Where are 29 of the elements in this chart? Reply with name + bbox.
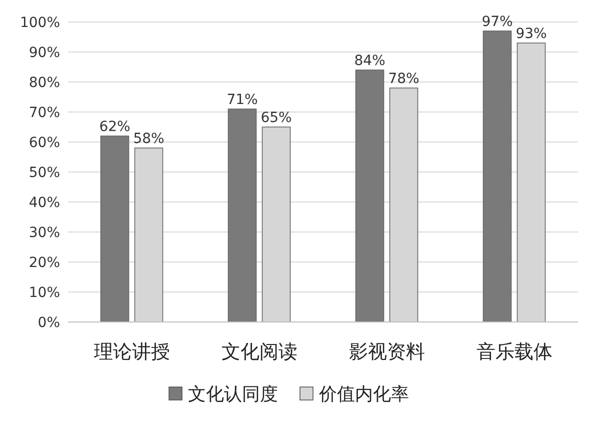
y-tick-label: 0% <box>38 315 60 331</box>
y-tick-label: 40% <box>28 195 60 211</box>
data-label: 78% <box>388 71 420 87</box>
y-tick-label: 80% <box>28 75 60 91</box>
data-label: 65% <box>260 110 292 126</box>
y-tick-label: 20% <box>28 255 60 271</box>
data-label: 71% <box>226 92 258 108</box>
data-label: 93% <box>516 26 547 42</box>
data-label: 84% <box>354 53 386 69</box>
bar <box>228 108 257 322</box>
y-tick-label: 50% <box>28 165 60 181</box>
y-tick-label: 90% <box>28 45 60 61</box>
x-tick-label: 影视资料 <box>348 341 425 363</box>
data-label: 58% <box>133 131 164 147</box>
bar <box>355 70 384 322</box>
y-tick-label: 100% <box>20 15 60 31</box>
y-tick-label: 60% <box>28 135 60 151</box>
data-label: 62% <box>99 119 130 135</box>
x-tick-label: 音乐载体 <box>476 341 552 363</box>
y-tick-label: 10% <box>28 285 60 301</box>
x-tick-label: 理论讲授 <box>94 341 170 363</box>
legend-label: 文化认同度 <box>188 384 278 405</box>
y-tick-label: 30% <box>28 225 60 241</box>
data-label: 97% <box>482 14 513 30</box>
bar <box>482 30 512 322</box>
bar <box>100 136 130 322</box>
y-tick-label: 70% <box>28 105 60 121</box>
x-tick-label: 文化阅读 <box>221 341 298 363</box>
legend-label: 价值内化率 <box>318 384 409 405</box>
